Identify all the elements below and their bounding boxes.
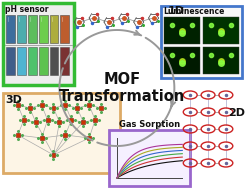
Bar: [61, 47, 69, 75]
Bar: [165, 47, 200, 74]
Bar: [52, 106, 56, 110]
Bar: [93, 118, 97, 122]
Bar: [81, 120, 85, 124]
Bar: [162, 6, 242, 78]
Bar: [17, 47, 26, 75]
Bar: [40, 103, 43, 107]
Bar: [17, 15, 26, 43]
Bar: [39, 47, 48, 75]
Bar: [61, 15, 69, 43]
Bar: [6, 47, 15, 75]
Bar: [165, 17, 200, 44]
Bar: [203, 47, 239, 74]
Bar: [63, 103, 67, 107]
Text: 3D: 3D: [5, 95, 22, 105]
Bar: [69, 118, 73, 122]
Bar: [16, 103, 20, 107]
Bar: [28, 15, 37, 43]
Bar: [99, 106, 103, 110]
Bar: [63, 133, 67, 137]
Bar: [52, 153, 56, 157]
Bar: [46, 118, 50, 122]
Bar: [16, 133, 20, 137]
Bar: [58, 120, 62, 124]
Bar: [109, 130, 190, 186]
Bar: [50, 47, 59, 75]
Bar: [87, 103, 91, 107]
Text: Luminescence: Luminescence: [164, 7, 225, 16]
Bar: [87, 136, 91, 140]
Bar: [39, 15, 48, 43]
Bar: [50, 15, 59, 43]
Bar: [3, 3, 74, 85]
Text: Gas Sorption: Gas Sorption: [119, 120, 180, 129]
Text: 2D: 2D: [228, 108, 245, 118]
Bar: [203, 17, 239, 44]
Text: 1D: 1D: [168, 6, 185, 16]
Text: MOF
Transformation: MOF Transformation: [59, 72, 185, 104]
Bar: [22, 118, 26, 122]
Bar: [3, 93, 120, 173]
Bar: [28, 106, 32, 110]
Bar: [28, 47, 37, 75]
Text: pH sensor: pH sensor: [5, 5, 48, 14]
Bar: [40, 136, 43, 140]
Bar: [34, 120, 38, 124]
Bar: [75, 106, 79, 110]
Bar: [6, 15, 15, 43]
